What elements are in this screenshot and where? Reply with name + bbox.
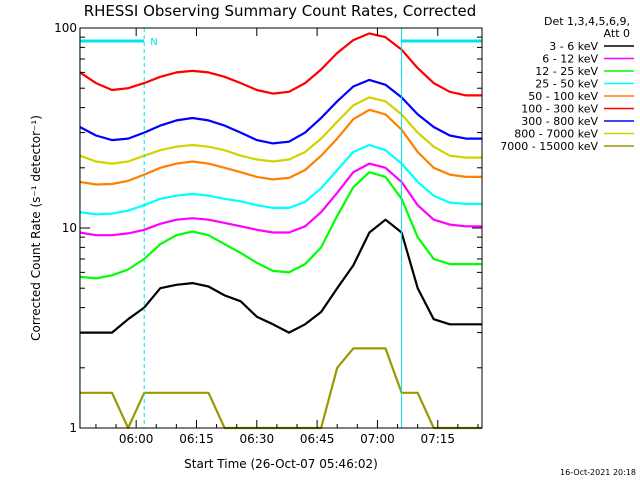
series-line-1 (79, 162, 482, 237)
legend-header-0: Det 1,3,4,5,6,9, (544, 15, 630, 28)
chart-title: RHESSI Observing Summary Count Rates, Co… (84, 2, 477, 20)
legend-label-0: 3 - 6 keV (549, 40, 598, 53)
legend-label-8: 7000 - 15000 keV (500, 140, 598, 153)
x-axis-ticks: 06:00 06:15 06:30 06:45 07:00 07:15 (95, 28, 479, 446)
series-line-0 (79, 218, 482, 334)
series-line-6 (79, 78, 482, 145)
legend-label-3: 25 - 50 keV (535, 78, 598, 91)
x-tick-label-4: 07:00 (360, 432, 395, 446)
x-tick-label-1: 06:15 (179, 432, 214, 446)
n-marker-label: N (150, 37, 157, 48)
y-axis-ticks: 1 10 100 (54, 21, 482, 435)
series-line-3 (79, 143, 482, 216)
series-line-4 (79, 108, 482, 186)
plot-area: N (79, 28, 483, 430)
x-axis-label: Start Time (26-Oct-07 05:46:02) (184, 457, 378, 471)
y-axis-label: Corrected Count Rate (s⁻¹ detector⁻¹) (29, 115, 43, 341)
x-tick-label-0: 06:00 (119, 432, 154, 446)
series-line-2 (79, 171, 482, 280)
y-tick-label-2: 100 (54, 21, 77, 35)
footer-timestamp: 16-Oct-2021 20:18 (560, 468, 636, 477)
plot-frame (79, 27, 483, 429)
legend-label-7: 800 - 7000 keV (514, 128, 598, 141)
legend-label-6: 300 - 800 keV (521, 115, 598, 128)
legend-label-1: 6 - 12 keV (542, 53, 598, 66)
x-tick-label-2: 06:30 (240, 432, 275, 446)
legend-header-1: Att 0 (604, 27, 630, 40)
x-tick-label-5: 07:15 (420, 432, 455, 446)
series-line-5 (79, 32, 482, 97)
legend-label-5: 100 - 300 keV (521, 103, 598, 116)
y-tick-label-0: 1 (69, 421, 77, 435)
legend-label-2: 12 - 25 keV (535, 65, 598, 78)
x-tick-label-3: 06:45 (300, 432, 335, 446)
legend-label-4: 50 - 100 keV (528, 90, 598, 103)
series-line-8 (79, 347, 482, 430)
series-line-7 (79, 96, 482, 165)
y-tick-label-1: 10 (62, 221, 77, 235)
